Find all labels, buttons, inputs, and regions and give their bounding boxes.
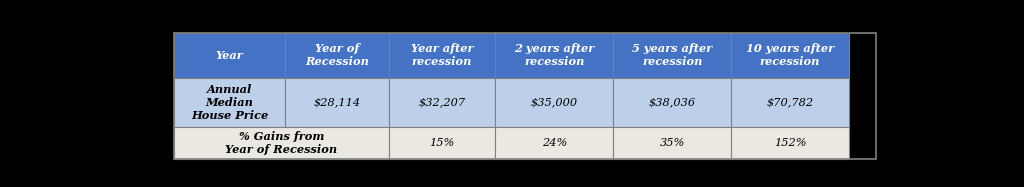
Bar: [174, 77, 285, 127]
Text: $70,782: $70,782: [766, 97, 813, 107]
Bar: [389, 33, 496, 77]
Bar: [174, 33, 876, 159]
Bar: [731, 33, 849, 77]
Text: $32,207: $32,207: [419, 97, 466, 107]
Text: 152%: 152%: [774, 138, 806, 148]
Bar: [613, 77, 731, 127]
Text: Year of
Recession: Year of Recession: [305, 43, 369, 67]
Bar: [496, 33, 613, 77]
Bar: [613, 33, 731, 77]
Text: 15%: 15%: [429, 138, 455, 148]
Text: Annual
Median
House Price: Annual Median House Price: [190, 84, 268, 120]
Text: $28,114: $28,114: [313, 97, 360, 107]
Bar: [731, 127, 849, 159]
Text: Year: Year: [216, 50, 244, 61]
Bar: [613, 127, 731, 159]
Bar: [285, 33, 389, 77]
Text: 10 years after
recession: 10 years after recession: [745, 43, 834, 67]
Text: $38,036: $38,036: [648, 97, 695, 107]
Bar: [174, 127, 389, 159]
Bar: [174, 33, 285, 77]
Bar: [496, 127, 613, 159]
Text: 35%: 35%: [659, 138, 685, 148]
Bar: [496, 77, 613, 127]
Text: 2 years after
recession: 2 years after recession: [514, 43, 594, 67]
Text: 5 years after
recession: 5 years after recession: [632, 43, 713, 67]
Bar: [731, 77, 849, 127]
Bar: [285, 77, 389, 127]
Text: 24%: 24%: [542, 138, 567, 148]
Bar: [389, 77, 496, 127]
Text: Year after
recession: Year after recession: [411, 43, 473, 67]
Text: $35,000: $35,000: [530, 97, 578, 107]
Text: % Gains from
Year of Recession: % Gains from Year of Recession: [225, 131, 338, 155]
Bar: [389, 127, 496, 159]
